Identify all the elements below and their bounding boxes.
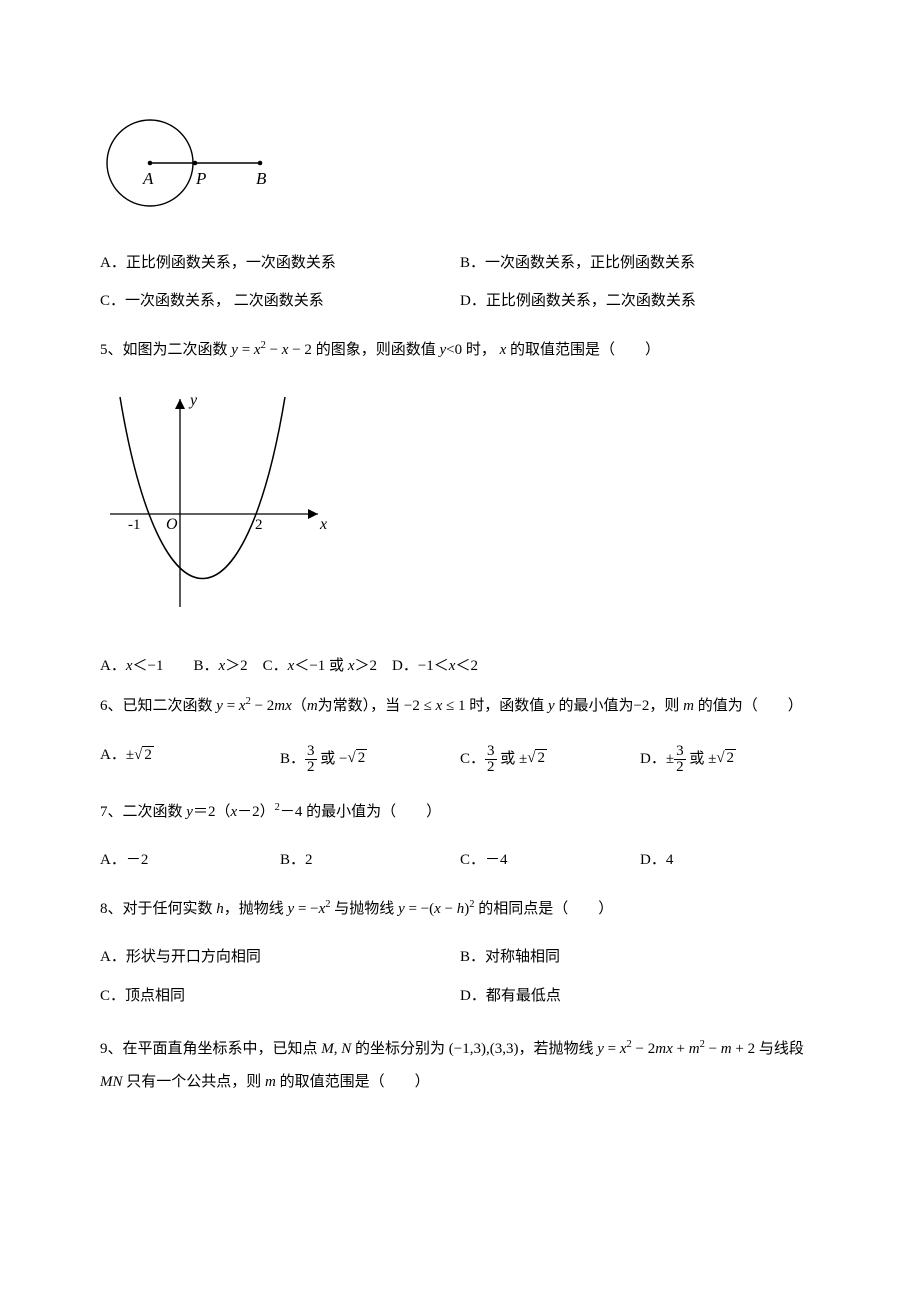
svg-text:2: 2: [255, 517, 263, 533]
q6-stem: 6、已知二次函数 y = x2 − 2mx（m为常数），当 −2 ≤ x ≤ 1…: [100, 695, 820, 718]
q7-stem: 7、二次函数 y＝2（x－2）2－4 的最小值为（ ）: [100, 801, 820, 824]
q5-options: A．x＜−1 B．x＞2 C．x＜−1 或 x＞2 D．−1＜x＜2: [100, 655, 820, 678]
q8-opt-d: D．都有最低点: [460, 985, 820, 1008]
q8-options: A．形状与开口方向相同 B．对称轴相同 C．顶点相同 D．都有最低点: [100, 938, 820, 1015]
q4-opt-d: D．正比例函数关系，二次函数关系: [460, 290, 820, 313]
q4-opt-a: A．正比例函数关系，一次函数关系: [100, 252, 460, 275]
q6-options: A．±√2 B．32 或 −√2 C．32 或 ±√2 D．±32 或 ±√2: [100, 736, 820, 783]
q8-stem: 8、对于任何实数 h，抛物线 y = −x2 与抛物线 y = −(x − h)…: [100, 898, 820, 921]
q7-options: A．－2 B．2 C．－4 D．4: [100, 841, 820, 880]
q9-stem: 9、在平面直角坐标系中，已知点 M, N 的坐标分别为 (−1,3),(3,3)…: [100, 1033, 820, 1099]
q5-var: x: [500, 342, 507, 358]
svg-text:B: B: [256, 169, 267, 188]
q6-opt-c: C．32 或 ±√2: [460, 744, 640, 775]
svg-text:P: P: [195, 169, 206, 188]
q8-opt-b: B．对称轴相同: [460, 946, 820, 969]
q8-opt-a: A．形状与开口方向相同: [100, 946, 460, 969]
q7-opt-a: A．－2: [100, 849, 280, 872]
svg-text:-1: -1: [128, 517, 141, 533]
q5-stem-mid2: 时，: [466, 342, 496, 358]
q5-stem-post: 的取值范围是（ ）: [510, 342, 660, 358]
q5-figure: x y O -1 2: [100, 389, 820, 627]
q6-opt-b: B．32 或 −√2: [280, 744, 460, 775]
svg-text:y: y: [188, 392, 198, 409]
q5-formula: y = x2 − x − 2: [231, 342, 312, 358]
parabola-chart: x y O -1 2: [100, 389, 330, 619]
q4-opt-b: B．一次函数关系，正比例函数关系: [460, 252, 820, 275]
svg-text:x: x: [319, 516, 327, 533]
q5-cond: y<0: [439, 342, 462, 358]
q6-opt-d: D．±32 或 ±√2: [640, 744, 820, 775]
q4-figure: A P B: [100, 108, 820, 226]
q5-stem-mid: 的图象，则函数值: [316, 342, 440, 358]
q7-opt-d: D．4: [640, 849, 820, 872]
q6-opt-a: A．±√2: [100, 744, 280, 775]
q5-stem: 5、如图为二次函数 y = x2 − x − 2 的图象，则函数值 y<0 时，…: [100, 339, 820, 362]
circle-line-diagram: A P B: [100, 108, 270, 218]
svg-text:O: O: [166, 516, 178, 533]
q8-opt-c: C．顶点相同: [100, 985, 460, 1008]
q5-stem-pre: 5、如图为二次函数: [100, 342, 231, 358]
svg-text:A: A: [142, 169, 154, 188]
q7-opt-c: C．－4: [460, 849, 640, 872]
q7-opt-b: B．2: [280, 849, 460, 872]
q4-options: A．正比例函数关系，一次函数关系 B．一次函数关系，正比例函数关系 C．一次函数…: [100, 244, 820, 321]
q4-opt-c: C．一次函数关系， 二次函数关系: [100, 290, 460, 313]
